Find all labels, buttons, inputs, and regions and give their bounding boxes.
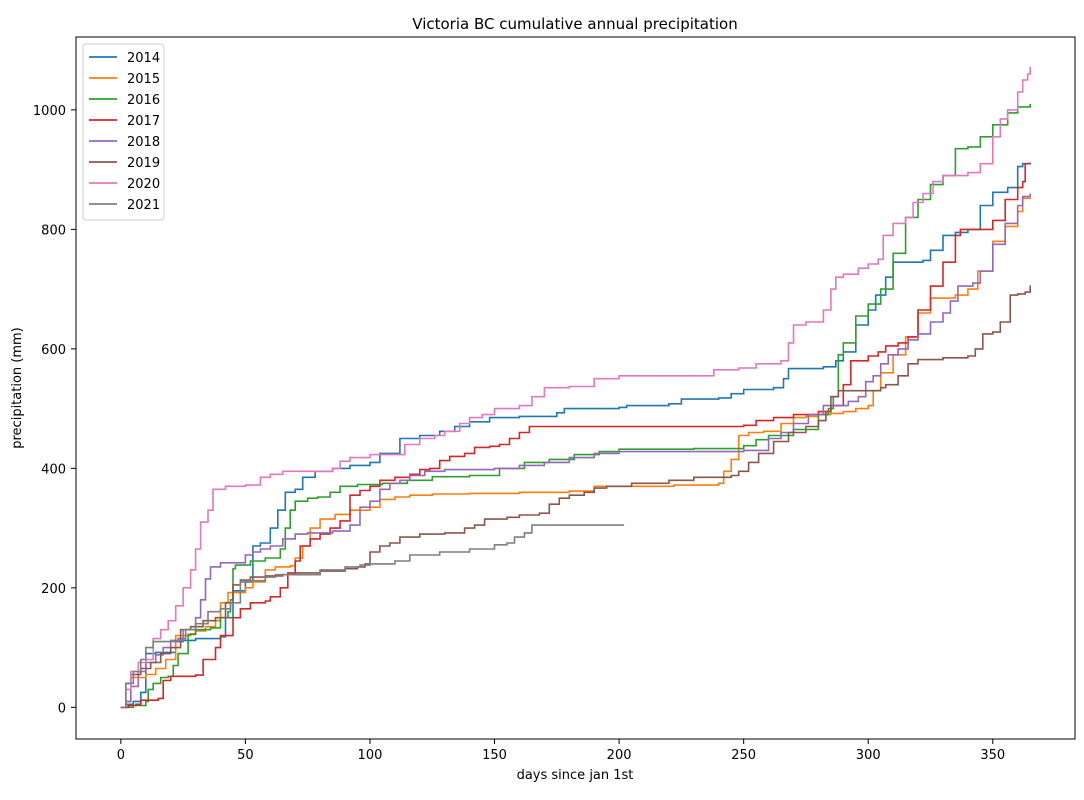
y-tick-label: 800 xyxy=(41,223,66,238)
legend-label: 2016 xyxy=(127,93,160,108)
x-axis-title: days since jan 1st xyxy=(517,768,634,783)
legend-label: 2017 xyxy=(127,114,160,129)
y-tick-label: 1000 xyxy=(33,104,66,119)
x-tick-label: 200 xyxy=(607,748,632,763)
series-line-2020 xyxy=(120,66,1031,709)
x-tick-label: 150 xyxy=(482,748,507,763)
series-line-2015 xyxy=(120,197,1031,709)
legend-label: 2020 xyxy=(127,177,160,192)
x-axis: 0 50 100 150 200 250 300 350 xyxy=(117,739,1005,763)
series-line-2016 xyxy=(120,103,1031,709)
legend-label: 2018 xyxy=(127,135,160,150)
series-line-2018 xyxy=(120,193,1031,709)
legend-box xyxy=(82,43,165,221)
chart-title: Victoria BC cumulative annual precipitat… xyxy=(412,15,737,33)
legend-label: 2021 xyxy=(127,198,160,213)
x-tick-label: 0 xyxy=(117,748,125,763)
x-tick-label: 250 xyxy=(731,748,756,763)
legend-label: 2014 xyxy=(127,51,160,66)
plot-frame xyxy=(75,36,1076,740)
y-axis-title: precipitation (mm) xyxy=(10,327,25,449)
series-line-2017 xyxy=(120,162,1031,709)
legend-label: 2015 xyxy=(127,72,160,87)
x-tick-label: 100 xyxy=(358,748,383,763)
y-axis: 0 200 400 600 800 1000 xyxy=(33,104,76,716)
y-tick-label: 200 xyxy=(41,582,66,597)
legend: 2014 2015 2016 2017 2018 2019 2020 2021 xyxy=(82,43,165,221)
series-line-2021 xyxy=(120,524,625,709)
plot-area xyxy=(120,66,1031,709)
x-tick-label: 300 xyxy=(856,748,881,763)
legend-label: 2019 xyxy=(127,156,160,171)
y-tick-label: 600 xyxy=(41,343,66,358)
x-tick-label: 50 xyxy=(237,748,254,763)
y-tick-label: 0 xyxy=(58,701,66,716)
x-tick-label: 350 xyxy=(980,748,1005,763)
series-lines xyxy=(120,66,1031,709)
y-tick-label: 400 xyxy=(41,462,66,477)
